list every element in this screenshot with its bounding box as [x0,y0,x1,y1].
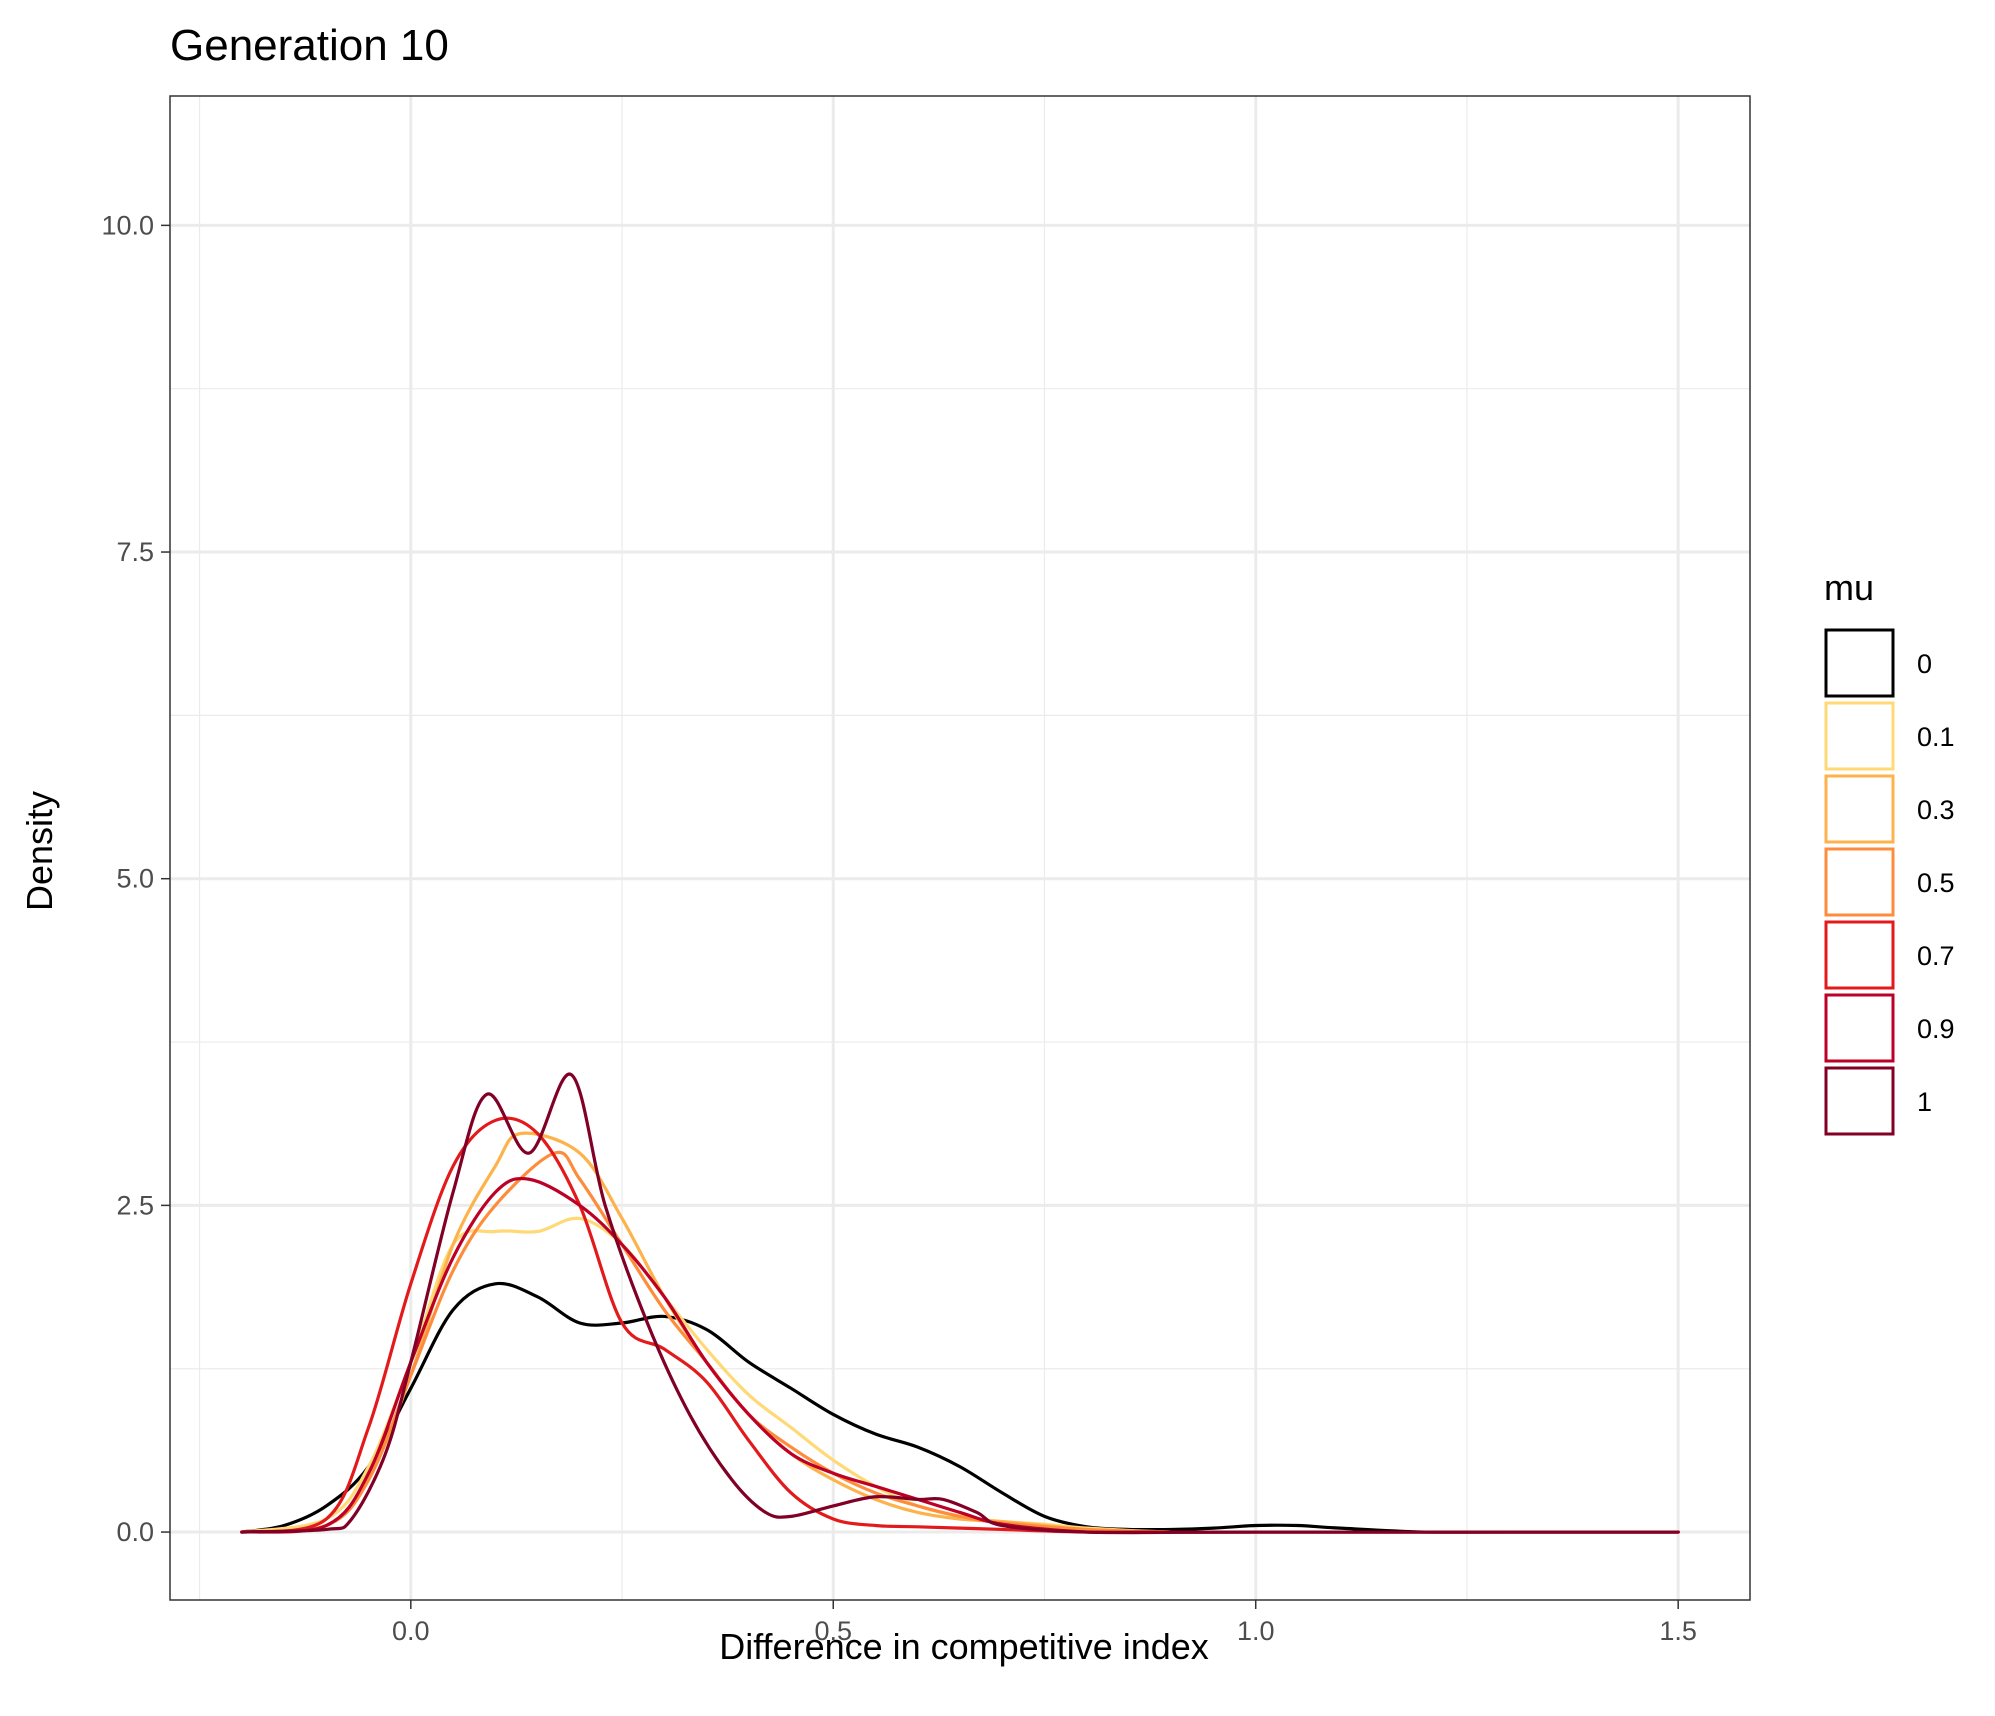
y-tick-label: 10.0 [101,210,154,240]
legend-label: 0.7 [1917,941,1955,971]
legend-key-mu-0-7 [1824,920,1895,990]
density-line-mu-1 [240,1072,1680,1535]
major-gridlines [170,96,1750,1600]
legend-key-mu-0-9 [1824,993,1895,1063]
x-tick-label: 0.0 [392,1616,430,1646]
y-tick-label: 7.5 [116,537,154,567]
legend-label: 0.9 [1917,1014,1955,1044]
x-axis-title: Difference in competitive index [719,1626,1209,1667]
legend-label: 0 [1917,649,1932,679]
legend-label: 0.1 [1917,722,1955,752]
panel-border [169,95,1751,1601]
minor-gridlines [170,96,1750,1600]
y-tick-label: 2.5 [116,1190,154,1220]
legend-items: 0 0.1 0.3 0.5 0.7 0.9 1 [1824,628,1955,1136]
x-axis: 0.0 0.5 1.0 1.5 [392,1600,1697,1646]
y-axis: 0.0 2.5 5.0 7.5 10.0 [101,210,170,1547]
legend-label: 0.5 [1917,868,1955,898]
y-tick-label: 5.0 [116,864,154,894]
density-curves [240,1072,1680,1535]
x-tick-label: 0.5 [814,1616,852,1646]
panel-background [170,96,1750,1600]
legend-label: 1 [1917,1087,1932,1117]
legend: mu 0 0.1 0.3 0.5 0.7 0.9 1 [1824,567,1955,1136]
legend-key-mu-1 [1824,1066,1895,1136]
legend-key-mu-0-1 [1824,701,1895,771]
legend-key-mu-0-5 [1824,847,1895,917]
x-tick-label: 1.5 [1659,1616,1697,1646]
legend-key-mu-0-3 [1824,774,1895,844]
chart-title: Generation 10 [170,21,449,70]
legend-title: mu [1824,567,1874,608]
x-tick-label: 1.0 [1237,1616,1275,1646]
y-axis-title: Density [19,791,60,911]
plot-area [169,95,1751,1601]
y-tick-label: 0.0 [116,1517,154,1547]
legend-label: 0.3 [1917,795,1955,825]
density-line-mu-0 [240,1281,1680,1534]
legend-key-mu-0 [1824,628,1895,698]
